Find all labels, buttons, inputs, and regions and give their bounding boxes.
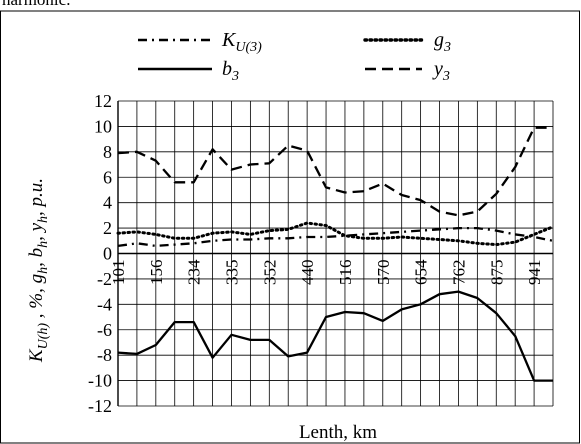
x-tick-label: 875: [487, 260, 506, 286]
x-tick-label: 570: [374, 260, 393, 286]
y-tick-label: 12: [94, 91, 112, 111]
legend-label: b3: [222, 58, 239, 84]
series-line-y3: [117, 126, 553, 217]
x-tick-label: 654: [412, 259, 431, 285]
y-tick-label: -6: [97, 320, 112, 340]
x-tick-label: 941: [525, 260, 544, 286]
y-tick-label: 2: [103, 218, 112, 238]
x-tick-label: 440: [298, 260, 317, 286]
y-tick-label: -2: [97, 269, 112, 289]
y-axis-label: KU(h) , %, gh, bh, yh, p.u.: [26, 178, 51, 363]
y-tick-label: 8: [103, 142, 112, 162]
grid: [117, 100, 554, 407]
x-tick-label: 156: [147, 260, 166, 286]
x-axis-label: Lenth, km: [299, 422, 377, 443]
page-caption: harmonic.: [2, 0, 70, 10]
legend: KU(3) g3 b3 y3: [138, 29, 451, 84]
chart-frame: [0, 10, 580, 444]
x-tick-label: 234: [185, 259, 204, 285]
legend-label: y3: [432, 58, 450, 84]
y-tick-label: 4: [103, 193, 112, 213]
y-tick-label: -4: [97, 294, 112, 314]
legend-label: KU(3): [221, 29, 262, 55]
series-layer: [116, 126, 555, 382]
y-tick-label: -8: [97, 345, 112, 365]
series-line-g3: [116, 221, 555, 247]
x-tick-label: 352: [260, 260, 279, 286]
legend-label: g3: [434, 29, 451, 55]
x-tick-label: 516: [336, 260, 355, 286]
x-tick-label: 101: [109, 260, 128, 286]
axes: -12 -10 -8 -6 -4 -2 0 2 4 6 8 10 12 101 156 234 335 352 44…: [88, 91, 553, 416]
series-line-b3: [117, 290, 553, 382]
y-tick-label: -12: [88, 396, 112, 416]
y-tick-label: 6: [103, 167, 112, 187]
y-tick-label: 10: [94, 116, 112, 136]
series-line-ku3: [117, 226, 554, 248]
x-tick-label: 762: [449, 260, 468, 286]
x-tick-label: 335: [222, 260, 241, 286]
y-tick-label: -10: [88, 371, 112, 391]
y-tick-label: 0: [103, 244, 112, 264]
